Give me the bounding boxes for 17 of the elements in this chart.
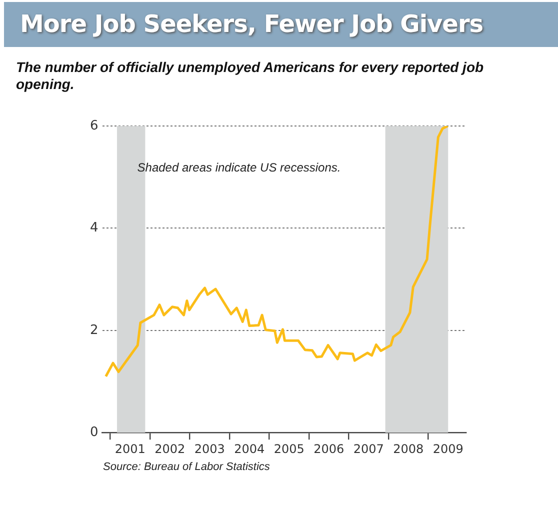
- x-tick-label: 2004: [234, 442, 265, 456]
- y-tick-label: 0: [90, 424, 98, 440]
- x-tick-label: 2007: [353, 442, 384, 456]
- x-tick-label: 2001: [114, 442, 146, 456]
- x-tick-label: 2002: [154, 442, 186, 456]
- annotation: Shaded areas indicate US recessions.: [137, 160, 341, 174]
- chart-title: More Job Seekers, Fewer Job Givers: [4, 2, 558, 47]
- x-tick-label: 2005: [274, 442, 304, 456]
- x-tick-label: 2003: [194, 442, 225, 456]
- y-tick-label: 2: [90, 322, 98, 338]
- x-tick-label: 2008: [393, 442, 424, 456]
- chart-subtitle: The number of officially unemployed Americans for every reported job opening.: [16, 59, 485, 93]
- x-tick-label: 2009: [432, 442, 464, 456]
- y-tick-label: 4: [90, 220, 98, 236]
- y-tick-label: 6: [90, 118, 98, 134]
- source-note: Source: Bureau of Labor Statistics: [103, 461, 270, 473]
- x-tick-label: 2006: [314, 442, 344, 456]
